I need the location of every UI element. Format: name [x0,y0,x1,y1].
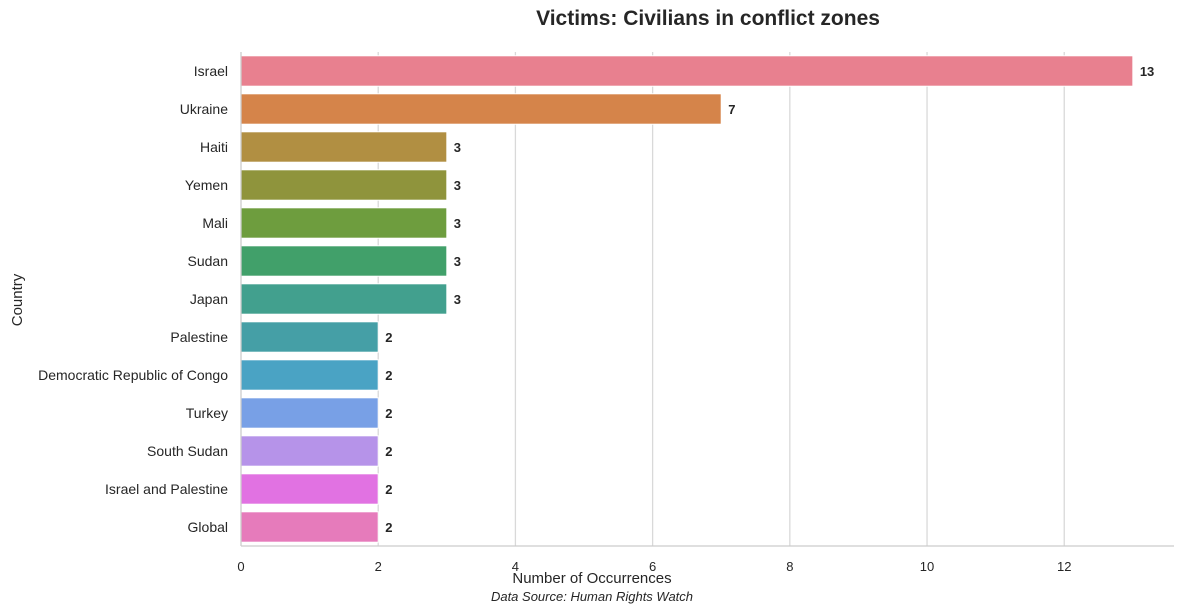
bar-value-label: 3 [454,216,461,231]
bar-israel-and-palestine [240,473,379,505]
bar-haiti [240,131,448,163]
bar-value-label: 3 [454,292,461,307]
bar-south-sudan [240,435,379,467]
y-axis-title: Country [9,273,26,326]
bar-value-label: 3 [454,178,461,193]
x-tick-label: 4 [512,559,519,574]
y-tick-labels: Israel Ukraine Haiti Yemen Mali Sudan Japan Pal… [38,63,228,535]
bars [240,55,1134,543]
bar-palestine [240,321,379,353]
x-tick-labels: 0 2 4 6 8 10 12 [237,559,1071,574]
x-tick-label: 10 [920,559,934,574]
y-tick-label: Israel and Palestine [105,481,228,497]
y-tick-label: Haiti [200,139,228,155]
y-tick-label: Mali [202,215,228,231]
data-labels: 13 7 3 3 3 3 3 2 2 2 2 2 2 [385,64,1154,535]
data-source-note: Data Source: Human Rights Watch [491,589,693,604]
bar-global [240,511,379,543]
x-tick-label: 0 [237,559,244,574]
bar-turkey [240,397,379,429]
y-tick-label: Ukraine [180,101,228,117]
bar-value-label: 7 [728,102,735,117]
y-tick-label: Turkey [186,405,228,421]
bar-ukraine [240,93,722,125]
y-tick-label: Sudan [188,253,228,269]
bar-value-label: 3 [454,140,461,155]
bar-value-label: 2 [385,444,392,459]
bar-value-label: 13 [1140,64,1154,79]
y-tick-label: South Sudan [147,443,228,459]
bar-value-label: 2 [385,368,392,383]
axes [240,52,1174,547]
x-tick-label: 12 [1057,559,1071,574]
bar-sudan [240,245,448,277]
x-tick-label: 2 [375,559,382,574]
bar-yemen [240,169,448,201]
bar-value-label: 2 [385,406,392,421]
x-tick-label: 8 [786,559,793,574]
y-tick-label: Japan [190,291,228,307]
bar-value-label: 2 [385,520,392,535]
x-tick-label: 6 [649,559,656,574]
y-tick-label: Democratic Republic of Congo [38,367,228,383]
y-tick-label: Israel [194,63,228,79]
grid-lines [377,52,1065,546]
y-tick-label: Yemen [185,177,228,193]
y-tick-label: Palestine [170,329,228,345]
bar-value-label: 3 [454,254,461,269]
bar-japan [240,283,448,315]
chart-title: Victims: Civilians in conflict zones [536,7,880,30]
y-tick-label: Global [188,519,228,535]
bar-democratic-republic-of-congo [240,359,379,391]
x-axis-title: Number of Occurrences [512,570,671,587]
bar-israel [240,55,1134,87]
bar-value-label: 2 [385,482,392,497]
bar-mali [240,207,448,239]
bar-value-label: 2 [385,330,392,345]
